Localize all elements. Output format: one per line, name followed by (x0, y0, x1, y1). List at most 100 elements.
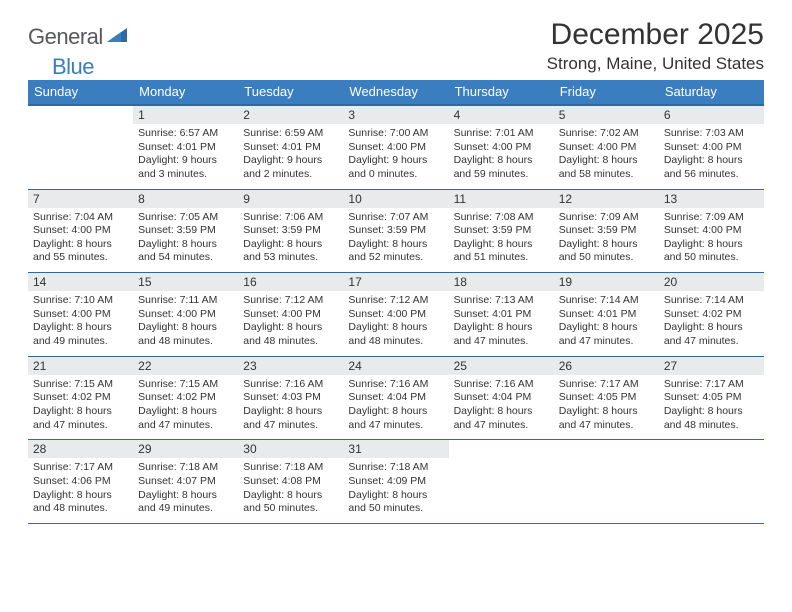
day-number (449, 440, 554, 458)
sunrise-text: Sunrise: 7:17 AM (33, 461, 128, 475)
day-cell: 13Sunrise: 7:09 AMSunset: 4:00 PMDayligh… (659, 190, 764, 273)
calendar-day-header: Sunday Monday Tuesday Wednesday Thursday… (28, 80, 764, 106)
day-number: 18 (449, 273, 554, 291)
daylight-text: Daylight: 8 hours and 50 minutes. (664, 238, 759, 265)
sunrise-text: Sunrise: 7:06 AM (243, 211, 338, 225)
week-row: 28Sunrise: 7:17 AMSunset: 4:06 PMDayligh… (28, 440, 764, 524)
day-header-thu: Thursday (449, 80, 554, 104)
sunrise-text: Sunrise: 7:14 AM (559, 294, 654, 308)
day-number (659, 440, 764, 458)
logo-text-general: General (28, 24, 103, 50)
daylight-text: Daylight: 8 hours and 55 minutes. (33, 238, 128, 265)
day-cell: 18Sunrise: 7:13 AMSunset: 4:01 PMDayligh… (449, 273, 554, 356)
calendar-grid: 1Sunrise: 6:57 AMSunset: 4:01 PMDaylight… (28, 106, 764, 524)
daylight-text: Daylight: 8 hours and 50 minutes. (559, 238, 654, 265)
logo: General (28, 24, 129, 50)
day-cell: 4Sunrise: 7:01 AMSunset: 4:00 PMDaylight… (449, 106, 554, 189)
day-header-tue: Tuesday (238, 80, 343, 104)
sunset-text: Sunset: 4:00 PM (348, 308, 443, 322)
day-cell: 22Sunrise: 7:15 AMSunset: 4:02 PMDayligh… (133, 357, 238, 440)
day-cell: 27Sunrise: 7:17 AMSunset: 4:05 PMDayligh… (659, 357, 764, 440)
day-number: 5 (554, 106, 659, 124)
sunrise-text: Sunrise: 7:18 AM (243, 461, 338, 475)
daylight-text: Daylight: 8 hours and 47 minutes. (454, 405, 549, 432)
empty-line (454, 475, 549, 489)
sunrise-text: Sunrise: 7:01 AM (454, 127, 549, 141)
day-number (28, 106, 133, 124)
sunrise-text: Sunrise: 7:00 AM (348, 127, 443, 141)
sunrise-text: Sunrise: 7:05 AM (138, 211, 233, 225)
day-cell: 20Sunrise: 7:14 AMSunset: 4:02 PMDayligh… (659, 273, 764, 356)
daylight-text: Daylight: 8 hours and 47 minutes. (348, 405, 443, 432)
day-number: 31 (343, 440, 448, 458)
day-cell: 12Sunrise: 7:09 AMSunset: 3:59 PMDayligh… (554, 190, 659, 273)
day-cell: 11 Sunrise: 7:08 AMSunset: 3:59 PMDayligh… (449, 190, 554, 273)
sunset-text: Sunset: 4:00 PM (348, 141, 443, 155)
empty-line (664, 489, 759, 503)
sunset-text: Sunset: 4:07 PM (138, 475, 233, 489)
sunrise-text: Sunrise: 6:59 AM (243, 127, 338, 141)
day-cell: 15Sunrise: 7:11 AMSunset: 4:00 PMDayligh… (133, 273, 238, 356)
sunrise-text: Sunrise: 7:18 AM (138, 461, 233, 475)
day-number: 27 (659, 357, 764, 375)
day-number (554, 440, 659, 458)
daylight-text: Daylight: 8 hours and 48 minutes. (348, 321, 443, 348)
day-number: 23 (238, 357, 343, 375)
day-cell: 14Sunrise: 7:10 AMSunset: 4:00 PMDayligh… (28, 273, 133, 356)
daylight-text: Daylight: 8 hours and 50 minutes. (243, 489, 338, 516)
day-number: 9 (238, 190, 343, 208)
day-cell: 16Sunrise: 7:12 AMSunset: 4:00 PMDayligh… (238, 273, 343, 356)
day-cell (554, 440, 659, 523)
day-number: 3 (343, 106, 448, 124)
day-cell: 17Sunrise: 7:12 AMSunset: 4:00 PMDayligh… (343, 273, 448, 356)
sunset-text: Sunset: 4:04 PM (348, 391, 443, 405)
day-cell: 21Sunrise: 7:15 AMSunset: 4:02 PMDayligh… (28, 357, 133, 440)
day-number: 13 (659, 190, 764, 208)
day-number: 10 (343, 190, 448, 208)
sunset-text: Sunset: 3:59 PM (454, 224, 549, 238)
day-cell (28, 106, 133, 189)
sunset-text: Sunset: 4:00 PM (33, 308, 128, 322)
daylight-text: Daylight: 9 hours and 2 minutes. (243, 154, 338, 181)
daylight-text: Daylight: 8 hours and 47 minutes. (454, 321, 549, 348)
day-number: 21 (28, 357, 133, 375)
sunset-text: Sunset: 4:02 PM (138, 391, 233, 405)
sunrise-text: Sunrise: 7:16 AM (348, 378, 443, 392)
sunrise-text: Sunrise: 7:08 AM (454, 211, 549, 225)
day-header-sat: Saturday (659, 80, 764, 104)
daylight-text: Daylight: 8 hours and 47 minutes. (243, 405, 338, 432)
day-number: 6 (659, 106, 764, 124)
empty-line (559, 461, 654, 475)
sunrise-text: Sunrise: 7:09 AM (559, 211, 654, 225)
day-cell (449, 440, 554, 523)
day-number: 24 (343, 357, 448, 375)
week-row: 1Sunrise: 6:57 AMSunset: 4:01 PMDaylight… (28, 106, 764, 190)
daylight-text: Daylight: 8 hours and 52 minutes. (348, 238, 443, 265)
day-cell: 7Sunrise: 7:04 AMSunset: 4:00 PMDaylight… (28, 190, 133, 273)
empty-line (33, 127, 128, 141)
day-cell: 25Sunrise: 7:16 AMSunset: 4:04 PMDayligh… (449, 357, 554, 440)
sunrise-text: Sunrise: 7:15 AM (138, 378, 233, 392)
sunset-text: Sunset: 4:02 PM (33, 391, 128, 405)
week-row: 21Sunrise: 7:15 AMSunset: 4:02 PMDayligh… (28, 357, 764, 441)
day-number: 12 (554, 190, 659, 208)
day-cell: 3Sunrise: 7:00 AMSunset: 4:00 PMDaylight… (343, 106, 448, 189)
day-cell: 28Sunrise: 7:17 AMSunset: 4:06 PMDayligh… (28, 440, 133, 523)
day-number: 4 (449, 106, 554, 124)
sunset-text: Sunset: 3:59 PM (348, 224, 443, 238)
daylight-text: Daylight: 8 hours and 49 minutes. (33, 321, 128, 348)
day-number: 19 (554, 273, 659, 291)
sunrise-text: Sunrise: 7:16 AM (243, 378, 338, 392)
daylight-text: Daylight: 8 hours and 51 minutes. (454, 238, 549, 265)
sunset-text: Sunset: 3:59 PM (243, 224, 338, 238)
calendar-page: General December 2025 Strong, Maine, Uni… (0, 0, 792, 524)
daylight-text: Daylight: 8 hours and 47 minutes. (33, 405, 128, 432)
sunrise-text: Sunrise: 7:12 AM (243, 294, 338, 308)
day-header-sun: Sunday (28, 80, 133, 104)
day-number: 16 (238, 273, 343, 291)
sunrise-text: Sunrise: 7:12 AM (348, 294, 443, 308)
day-header-mon: Monday (133, 80, 238, 104)
sunrise-text: Sunrise: 7:10 AM (33, 294, 128, 308)
location: Strong, Maine, United States (547, 54, 764, 74)
day-number: 11 (449, 190, 554, 208)
